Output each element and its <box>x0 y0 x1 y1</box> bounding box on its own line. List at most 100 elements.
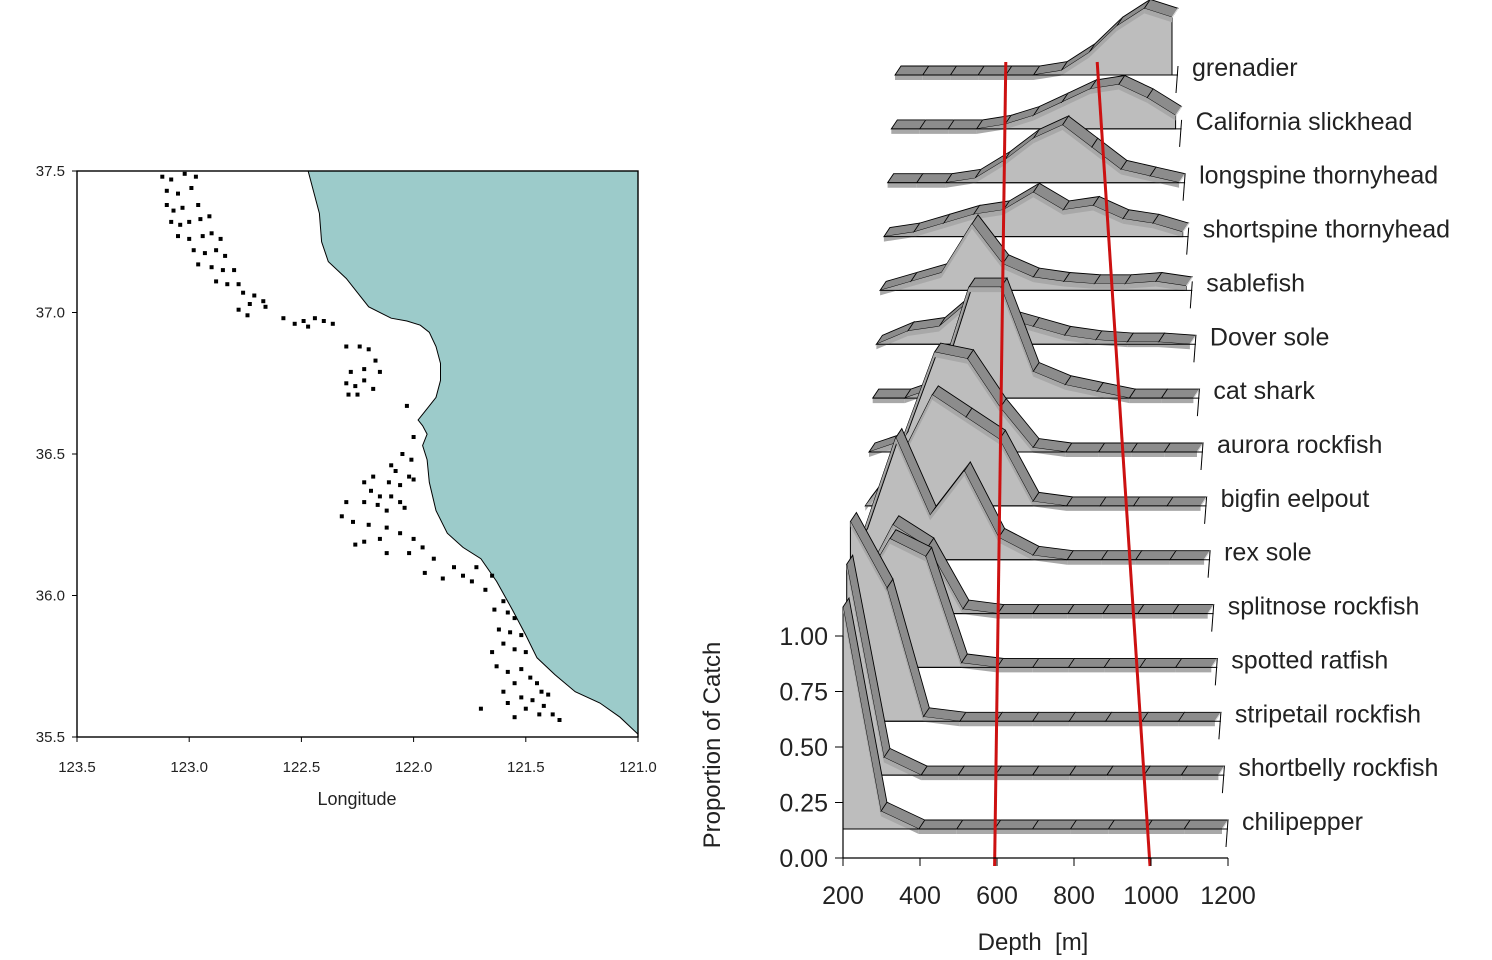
ridge-band-face <box>950 75 979 80</box>
trawl-point <box>400 452 405 456</box>
ridge-band-segment <box>1066 550 1109 561</box>
ridge-band-face <box>1142 721 1179 727</box>
trawl-point <box>539 689 544 694</box>
ridge-layer-rex-sole <box>861 427 1211 578</box>
ridge-band-face <box>1032 775 1070 781</box>
trawl-point <box>169 177 174 182</box>
trawl-point <box>557 718 562 722</box>
ridge-edge <box>1211 604 1215 632</box>
trawl-point <box>371 474 376 479</box>
trawl-point <box>377 369 382 374</box>
trawl-point <box>398 500 403 505</box>
ridge-band-face <box>994 829 1033 834</box>
trawl-point <box>344 500 349 505</box>
ridge-band-face <box>1003 192 1034 215</box>
trawl-point <box>404 403 409 408</box>
map-y-tick-label: 35.5 <box>36 729 65 746</box>
species-label: splitnose rockfish <box>1228 593 1420 621</box>
species-label: grenadier <box>1192 54 1298 82</box>
ridge-band-face <box>1033 125 1063 144</box>
map-x-axis-label: Longitude <box>317 789 396 809</box>
ridge-edge <box>1207 550 1211 578</box>
ridge-band-segment <box>1174 657 1219 668</box>
ridge-band-face <box>1063 281 1095 289</box>
trawl-point <box>196 262 201 267</box>
ridge-band-face <box>1004 138 1034 166</box>
ridge-band-face <box>1104 667 1140 673</box>
trawl-point <box>214 279 219 284</box>
ridge-band-face <box>1033 192 1064 215</box>
ridge-band-face <box>1155 281 1187 291</box>
ridge-band-face <box>1063 205 1094 215</box>
ridge-band-segment <box>1145 819 1191 830</box>
trawl-point <box>492 607 497 612</box>
trawl-point <box>346 392 351 397</box>
depth-reference-line <box>993 61 1008 867</box>
trawl-point <box>393 469 398 473</box>
ridge-band-face <box>1067 613 1103 619</box>
ridge-band-face <box>1066 505 1100 511</box>
ridge-band-face <box>1032 721 1070 727</box>
ridge-band-segment <box>1130 442 1172 453</box>
trawl-point <box>409 457 414 462</box>
ridge-band-segment <box>1177 711 1222 722</box>
ridge-edge <box>1196 389 1200 417</box>
species-label: Dover sole <box>1210 323 1330 351</box>
trawl-point <box>371 386 376 391</box>
trawl-point <box>386 480 391 485</box>
ridge-band-face <box>1164 452 1197 457</box>
ridge-band-segment <box>995 711 1040 722</box>
trawl-point <box>422 570 427 575</box>
ridge-band-face <box>1005 115 1034 130</box>
trawl-point <box>384 551 389 556</box>
ridge-band-face <box>1062 125 1092 153</box>
trawl-point <box>214 248 219 253</box>
trawl-point <box>362 539 367 544</box>
trawl-point <box>171 208 176 213</box>
ridge-edge <box>1179 119 1183 147</box>
depth-tick-label: 1000 <box>1123 882 1179 910</box>
trawl-point <box>519 667 524 672</box>
ridge-band-face <box>1101 559 1136 565</box>
ridge-band-face <box>1135 559 1170 565</box>
trawl-point <box>357 344 362 349</box>
map-y-tick-labels: 37.5 37.0 36.5 36.0 35.5 <box>36 163 77 746</box>
trawl-point <box>402 505 407 510</box>
trawl-point <box>461 573 465 578</box>
ridge-band-face <box>941 223 972 278</box>
trawl-point <box>164 203 169 207</box>
trawl-point <box>218 236 223 241</box>
ridge-band-face <box>968 287 1001 293</box>
trawl-point <box>512 715 517 720</box>
species-label: stripetail rockfish <box>1235 700 1421 728</box>
ridge-band-face <box>1061 88 1091 108</box>
trawl-point <box>178 222 183 227</box>
trawl-point <box>512 647 517 652</box>
ridge-band-marker <box>1185 276 1193 287</box>
ridge-band-face <box>1098 452 1132 457</box>
trawl-point <box>501 689 506 694</box>
ridge-band-segment <box>1139 657 1183 668</box>
species-label: California slickhead <box>1196 108 1413 136</box>
ridge-band-face <box>1106 775 1145 781</box>
trawl-point <box>191 248 196 253</box>
ridge-band-marker <box>1217 765 1225 776</box>
ridge-band-face <box>930 470 965 521</box>
ridge-band-face <box>880 281 911 296</box>
species-label: longspine thornyhead <box>1199 162 1438 190</box>
ridge-band-face <box>943 214 974 229</box>
trawl-point <box>362 480 367 485</box>
species-ridge-layers <box>842 0 1229 848</box>
ridge-band-face <box>901 352 935 446</box>
trawl-point <box>182 171 187 176</box>
trawl-point <box>198 217 203 222</box>
trawl-point <box>537 712 542 717</box>
trawl-point <box>236 282 241 287</box>
depth-tick-label: 200 <box>822 882 864 910</box>
ridge-band-segment <box>1100 550 1143 561</box>
ridge-band-face <box>889 538 926 562</box>
map-y-tick-label: 37.0 <box>36 305 65 322</box>
trawl-point <box>209 231 214 236</box>
